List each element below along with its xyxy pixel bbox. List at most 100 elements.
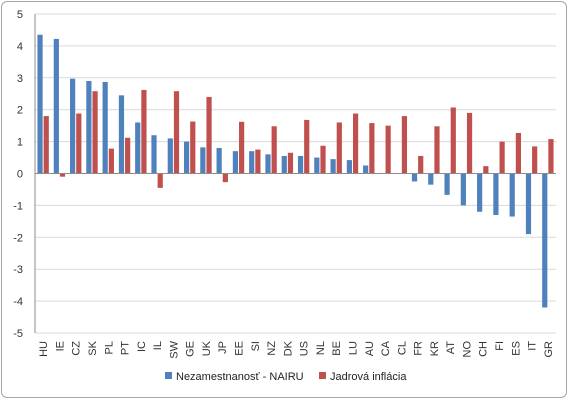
y-tick-label: -5	[13, 328, 23, 340]
legend-label-unemployment: Nezamestnanosť - NAIRU	[176, 371, 304, 383]
bar-core-inflation-pt	[125, 137, 131, 174]
y-axis-tick-labels: 5 4 3 2 1 0 -1 -2 -3 -4 -5	[13, 9, 23, 340]
bar-core-inflation-si	[255, 149, 261, 174]
bar-unemployment-lu	[346, 160, 352, 174]
bar-core-inflation-dk	[287, 152, 294, 174]
bar-core-inflation-cl	[401, 116, 408, 174]
x-tick-label-nl: NL	[315, 341, 327, 355]
bar-core-inflation-au	[369, 123, 375, 174]
bar-core-inflation-lu	[352, 113, 359, 174]
bar-core-inflation-be	[336, 122, 342, 174]
legend-label-core-inflation: Jadrová inflácia	[330, 371, 407, 383]
x-tick-label-cz: CZ	[71, 341, 83, 356]
bar-core-inflation-sk	[92, 91, 98, 174]
bar-core-inflation-uk	[206, 96, 212, 174]
bar-core-inflation-us	[304, 119, 310, 174]
bar-unemployment-us	[297, 155, 304, 174]
x-tick-label-cl: CL	[396, 341, 408, 355]
y-tick-label: -4	[13, 296, 23, 308]
y-tick-label: 0	[17, 169, 23, 181]
x-tick-label-at: AT	[445, 341, 457, 355]
bar-core-inflation-at	[450, 107, 456, 174]
x-tick-label-si: SI	[250, 341, 262, 351]
bar-unemployment-ie	[53, 38, 59, 174]
x-tick-label-il: IL	[152, 341, 164, 350]
bar-unemployment-nz	[265, 154, 271, 174]
bar-core-inflation-cz	[76, 113, 82, 174]
y-tick-label: 2	[17, 105, 23, 117]
x-tick-label-sw: SW	[168, 340, 180, 358]
legend: Nezamestnanosť - NAIRU Jadrová inflácia	[165, 371, 407, 383]
bar-core-inflation-kr	[434, 126, 440, 174]
bar-core-inflation-ch	[483, 166, 489, 174]
bar-unemployment-it	[525, 173, 532, 235]
x-tick-label-ie: IE	[54, 341, 66, 351]
y-tick-label: 5	[17, 9, 23, 21]
bar-unemployment-nl	[314, 157, 320, 174]
bar-core-inflation-no	[466, 112, 473, 174]
y-tick-label: 4	[17, 41, 23, 53]
x-tick-label-ic: IC	[136, 341, 148, 352]
x-tick-label-ee: EE	[234, 341, 246, 356]
bar-core-inflation-gr	[548, 139, 554, 174]
bar-unemployment-ch	[477, 173, 483, 212]
y-tick-label: -1	[13, 200, 23, 212]
bar-unemployment-il	[151, 135, 157, 174]
x-tick-label-gr: GR	[543, 341, 555, 358]
bar-core-inflation-ee	[239, 121, 245, 174]
bar-unemployment-jp	[216, 147, 222, 174]
x-tick-label-no: NO	[461, 341, 473, 358]
bar-unemployment-fr	[411, 173, 418, 182]
bar-unemployment-gr	[542, 173, 548, 308]
bar-unemployment-be	[330, 159, 336, 174]
bar-core-inflation-il	[157, 173, 163, 188]
bar-core-inflation-ge	[190, 121, 196, 174]
bar-core-inflation-it	[532, 146, 538, 174]
bar-unemployment-sw	[167, 138, 173, 174]
bar-unemployment-es	[509, 173, 515, 217]
y-tick-label: 3	[17, 73, 23, 85]
bar-core-inflation-es	[515, 132, 521, 174]
bar-core-inflation-fi	[499, 141, 505, 174]
bar-core-inflation-sw	[173, 91, 180, 174]
bar-unemployment-cz	[70, 78, 76, 174]
x-tick-label-jp: JP	[217, 341, 229, 354]
legend-swatch-unemployment	[165, 372, 172, 379]
x-axis-tick-labels: HU IE CZ SK PL PT IC IL SW GE UK JP EE SI NZ DK US NL BE LU…	[38, 340, 555, 358]
bar-core-inflation-ie	[59, 173, 66, 177]
y-tick-label: 1	[17, 137, 23, 149]
bar-unemployment-sk	[86, 80, 92, 174]
bar-unemployment-no	[460, 173, 466, 206]
x-tick-label-ge: GE	[185, 341, 197, 357]
bar-unemployment-ee	[232, 151, 239, 174]
x-tick-label-it: IT	[527, 341, 539, 351]
x-tick-label-fi: FI	[494, 341, 506, 351]
x-tick-label-uk: UK	[201, 340, 213, 356]
x-tick-label-pl: PL	[103, 341, 115, 354]
bar-unemployment-ge	[183, 141, 190, 174]
bar-unemployment-hu	[37, 34, 43, 174]
bar-core-inflation-fr	[418, 155, 424, 174]
bar-core-inflation-hu	[43, 116, 49, 174]
x-tick-label-dk: DK	[282, 340, 294, 356]
x-tick-label-sk: SK	[87, 340, 99, 355]
x-tick-label-us: US	[299, 341, 311, 356]
bar-core-inflation-ca	[385, 125, 391, 174]
x-tick-label-au: AU	[364, 341, 376, 356]
bar-unemployment-dk	[281, 155, 287, 174]
x-tick-label-ch: CH	[478, 341, 490, 357]
bar-unemployment-fi	[493, 173, 499, 215]
x-tick-label-nz: NZ	[266, 341, 278, 356]
bar-core-inflation-ic	[141, 89, 147, 174]
bar-unemployment-pt	[118, 95, 125, 174]
bar-unemployment-at	[444, 173, 450, 195]
bar-unemployment-pl	[102, 81, 108, 174]
bar-unemployment-si	[249, 151, 255, 174]
x-tick-label-kr: KR	[429, 341, 441, 356]
x-tick-label-lu: LU	[347, 341, 359, 355]
bar-core-inflation-pl	[108, 148, 114, 174]
y-tick-label: -3	[13, 264, 23, 276]
x-tick-label-fr: FR	[413, 341, 425, 356]
